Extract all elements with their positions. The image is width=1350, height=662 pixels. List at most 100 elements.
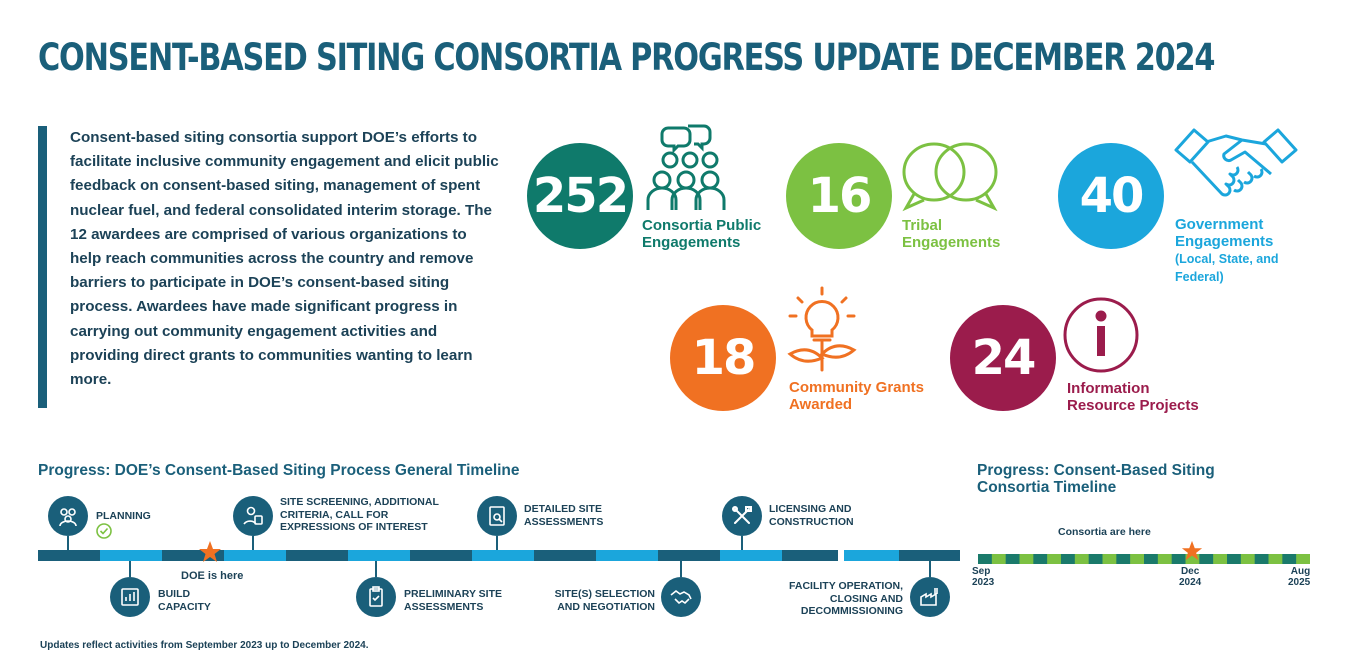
stat-info-circle: 24 (950, 305, 1056, 411)
consortia-heading-2: Consortia Timeline (977, 479, 1117, 496)
preliminary-assessment-label: PRELIMINARY SITE ASSESSMENTS (404, 588, 502, 613)
intro-paragraph: Consent-based siting consortia support D… (70, 129, 499, 389)
consortia-month-cell (1227, 554, 1242, 564)
consortia-bar-svg (978, 554, 1311, 564)
stat-grants-label-1: Community Grants (789, 379, 925, 396)
consortia-month-cell (1254, 554, 1269, 564)
site-selection-label: SITE(S) SELECTION AND NEGOTIATION (530, 588, 655, 613)
site-selection-label-2: AND NEGOTIATION (557, 600, 655, 613)
consortia-heading-1: Progress: Consent-Based Siting (977, 462, 1215, 479)
licensing-label: LICENSING AND CONSTRUCTION (769, 503, 854, 528)
consortia-month-cell (1240, 554, 1255, 564)
build-capacity-label-2: CAPACITY (158, 600, 211, 613)
consortia-month-cell (1019, 554, 1034, 564)
consortia-month-cell (1088, 554, 1103, 564)
facility-operation-label-2: CLOSING AND (829, 592, 903, 605)
stat-tribal-label-2: Engagements (902, 234, 1001, 251)
tick-mid-month: Dec (1180, 566, 1200, 577)
tick-end-year: 2025 (1288, 577, 1311, 588)
consortia-bar (978, 551, 1311, 564)
consortia-month-cell (1061, 554, 1076, 564)
consortia-month-cell (1213, 554, 1228, 564)
consortia-month-cell (1199, 554, 1214, 564)
consortia-month-cell (991, 554, 1006, 564)
site-selection-milestone-icon (661, 577, 701, 617)
detailed-assessment-label-2: ASSESSMENTS (524, 515, 604, 528)
site-screening-label-3: EXPRESSIONS OF INTEREST (280, 521, 428, 533)
handshake-icon (1172, 120, 1300, 215)
licensing-label-1: LICENSING AND (769, 503, 852, 515)
consortia-tick-end: Aug 2025 (1288, 566, 1310, 588)
timeline-bar (38, 550, 960, 561)
consortia-month-cell (1144, 554, 1159, 564)
consortia-marker-label: Consortia are here (1058, 526, 1151, 538)
consortia-month-cell (1033, 554, 1048, 564)
planning-label: PLANNING (96, 510, 151, 522)
consortia-month-cell (1171, 554, 1186, 564)
licensing-milestone-icon (722, 496, 762, 536)
licensing-label-2: CONSTRUCTION (769, 515, 854, 528)
consortia-month-cell (1116, 554, 1131, 564)
tick-start-month: Sep (972, 566, 991, 577)
stat-public-label-1: Consortia Public (642, 217, 762, 234)
doe-marker-label: DOE is here (181, 570, 244, 582)
detailed-assessment-label: DETAILED SITE ASSESSMENTS (524, 503, 603, 528)
stat-government-circle: 40 (1058, 143, 1164, 249)
consortia-month-cell (1268, 554, 1283, 564)
preliminary-assessment-label-1: PRELIMINARY SITE (404, 588, 503, 600)
stat-government-value: 40 (1079, 168, 1145, 224)
tick-start-year: 2023 (972, 577, 995, 588)
site-screening-label-2: CRITERIA, CALL FOR (280, 508, 389, 521)
facility-operation-label: FACILITY OPERATION, CLOSING AND DECOMMIS… (760, 580, 903, 618)
planning-milestone-icon (48, 496, 88, 536)
build-capacity-label: BUILD CAPACITY (158, 588, 211, 613)
tick-end-month: Aug (1290, 566, 1311, 577)
preliminary-assessment-milestone-icon (356, 577, 396, 617)
consortia-timeline-heading: Progress: Consent-Based Siting Consortia… (977, 462, 1215, 496)
consortia-tick-start: Sep 2023 (972, 566, 994, 588)
detailed-assessment-milestone-icon (477, 496, 517, 536)
stat-government-label-1: Government (1175, 216, 1264, 233)
facility-operation-milestone-icon (910, 577, 950, 617)
stat-grants-label: Community Grants Awarded (789, 379, 924, 413)
speech-bubbles-icon (900, 140, 1000, 217)
consortia-month-cell (978, 554, 993, 564)
site-screening-label-1: SITE SCREENING, ADDITIONAL (280, 496, 439, 508)
tick-mid-year: 2024 (1179, 577, 1202, 588)
stat-info-label: Information Resource Projects (1067, 380, 1199, 414)
stat-government-sub-1: (Local, State, and (1175, 252, 1279, 266)
stat-tribal-label-1: Tribal (902, 217, 943, 234)
footnote: Updates reflect activities from Septembe… (40, 640, 369, 651)
stat-info-label-1: Information (1067, 380, 1150, 397)
facility-operation-label-3: DECOMMISSIONING (800, 605, 903, 617)
consortia-month-cell (1282, 554, 1297, 564)
check-icon (96, 523, 112, 544)
detailed-assessment-label-1: DETAILED SITE (524, 503, 602, 515)
preliminary-assessment-label-2: ASSESSMENTS (404, 600, 484, 613)
site-selection-label-1: SITE(S) SELECTION (554, 588, 655, 600)
consortia-tick-mid: Dec 2024 (1179, 566, 1201, 588)
stat-tribal-circle: 16 (786, 143, 892, 249)
stat-tribal-value: 16 (807, 168, 873, 224)
consortia-month-cell (1296, 554, 1311, 564)
doe-star-marker (198, 540, 222, 569)
stat-government-sub-2: Federal) (1175, 270, 1224, 284)
stat-info-label-2: Resource Projects (1067, 397, 1199, 414)
site-screening-label: SITE SCREENING, ADDITIONAL CRITERIA, CAL… (280, 496, 439, 534)
stat-grants-label-2: Awarded (789, 396, 853, 413)
facility-operation-label-1: FACILITY OPERATION, (789, 580, 903, 592)
stat-public-label-2: Engagements (642, 234, 741, 251)
consortia-month-cell (1102, 554, 1117, 564)
build-capacity-label-1: BUILD (158, 588, 191, 600)
stat-grants-value: 18 (691, 330, 757, 386)
consortia-month-cell (1005, 554, 1020, 564)
consortia-month-cell (1130, 554, 1145, 564)
intro-accent-bar (38, 126, 47, 408)
stat-public-label: Consortia Public Engagements (642, 217, 761, 251)
consortia-month-cell (1185, 554, 1200, 564)
lightbulb-plant-icon (786, 286, 860, 377)
stat-public-value: 252 (532, 168, 629, 224)
page-title: CONSENT-BASED SITING CONSORTIA PROGRESS … (38, 36, 1215, 79)
site-screening-milestone-icon (233, 496, 273, 536)
stat-tribal-label: Tribal Engagements (902, 217, 1000, 251)
